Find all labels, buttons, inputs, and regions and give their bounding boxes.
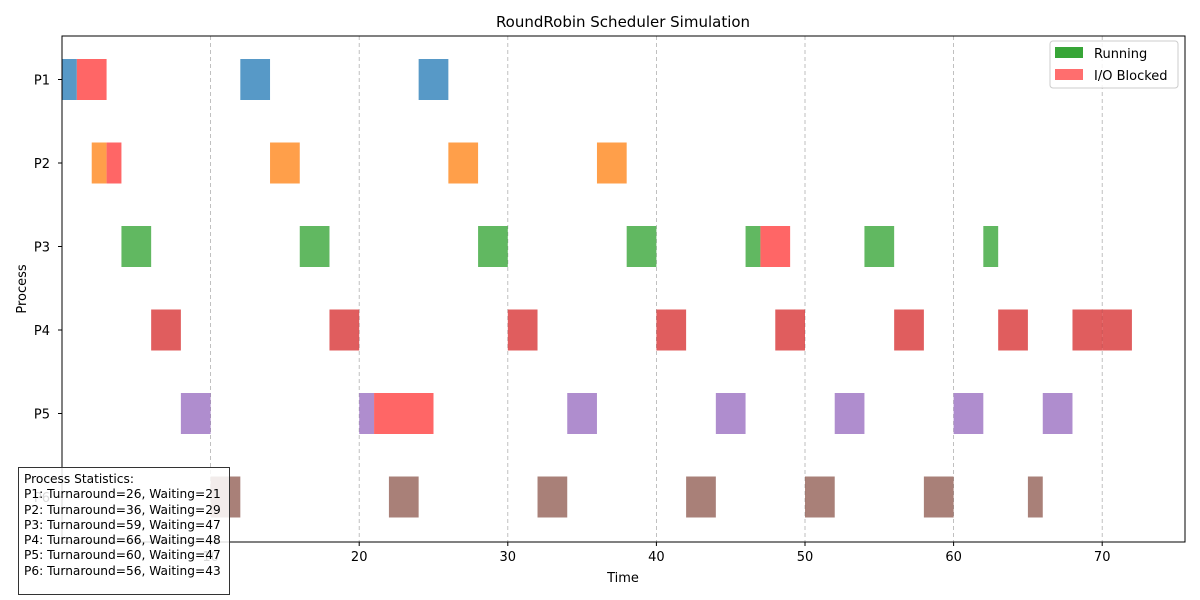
p3-running-bar-0 xyxy=(121,226,152,267)
p4-running-bar-4 xyxy=(775,309,805,351)
p4-running-bar-6 xyxy=(998,309,1028,351)
stats-line-p6: P6: Turnaround=56, Waiting=43 xyxy=(24,563,221,578)
y-tick-label-p4: P4 xyxy=(34,324,50,339)
x-axis-label: Time xyxy=(606,571,639,586)
legend-label-blocked: I/O Blocked xyxy=(1094,69,1168,84)
p4-running-bar-0 xyxy=(151,309,181,351)
p3-running-bar-3 xyxy=(626,226,657,267)
p4-running-bar-3 xyxy=(656,309,687,351)
p6-running-bar-2 xyxy=(537,476,568,518)
p1-running-bar-1 xyxy=(240,59,271,100)
p5-running-bar-1 xyxy=(359,393,375,434)
p4-running-bar-5 xyxy=(894,309,924,351)
plot-frame xyxy=(61,35,1186,543)
p4-running-bar-1 xyxy=(329,309,360,351)
x-tick-label-30: 30 xyxy=(500,550,517,565)
p5-running-bar-6 xyxy=(1042,393,1073,434)
p2-running-bar-2 xyxy=(448,142,479,184)
x-tick-label-20: 20 xyxy=(351,550,368,565)
y-axis-ticks: P1P2P3P4P5P6 xyxy=(34,74,62,506)
p5-running-bar-3 xyxy=(715,393,746,434)
stats-line-p4: P4: Turnaround=66, Waiting=48 xyxy=(24,533,221,548)
x-tick-label-70: 70 xyxy=(1094,550,1111,565)
p2-running-bar-0 xyxy=(91,142,107,184)
p6-running-bar-5 xyxy=(923,476,954,518)
stats-line-p5: P5: Turnaround=60, Waiting=47 xyxy=(24,548,221,563)
p4-running-bar-2 xyxy=(507,309,538,351)
p1-running-bar-2 xyxy=(418,59,449,100)
p3-running-bar-5 xyxy=(864,226,895,267)
chart-title: RoundRobin Scheduler Simulation xyxy=(496,13,750,31)
p3-running-bar-4 xyxy=(745,226,761,267)
p6-running-bar-1 xyxy=(388,476,419,518)
legend-label-running: Running xyxy=(1094,47,1147,62)
p2-running-bar-3 xyxy=(596,142,627,184)
p6-running-bar-3 xyxy=(686,476,716,518)
stats-line-p3: P3: Turnaround=59, Waiting=47 xyxy=(24,517,221,532)
p5-running-bar-0 xyxy=(180,393,211,434)
y-tick-label-p5: P5 xyxy=(34,408,50,423)
p5-io-blocked-bar-0 xyxy=(374,393,434,434)
stats-line-p1: P1: Turnaround=26, Waiting=21 xyxy=(24,487,221,502)
y-tick-label-p1: P1 xyxy=(34,74,50,89)
x-tick-label-60: 60 xyxy=(945,550,962,565)
legend-swatch-running xyxy=(1055,47,1083,58)
y-tick-label-p2: P2 xyxy=(34,157,50,172)
p4-running-bar-8 xyxy=(1102,309,1132,351)
p4-running-bar-7 xyxy=(1072,309,1103,351)
grid-lines xyxy=(210,36,1103,542)
p1-running-bar-0 xyxy=(62,59,77,100)
y-axis-label: Process xyxy=(15,264,30,314)
p3-running-bar-6 xyxy=(983,226,999,267)
stats-heading: Process Statistics: xyxy=(24,472,134,486)
p2-running-bar-1 xyxy=(270,142,300,184)
p6-running-bar-6 xyxy=(1027,476,1043,518)
p3-running-bar-1 xyxy=(299,226,330,267)
p3-io-blocked-bar-0 xyxy=(760,226,791,267)
legend: Running I/O Blocked xyxy=(1049,40,1179,89)
x-axis-ticks: 10203040506070 xyxy=(202,542,1110,565)
legend-swatch-blocked xyxy=(1055,69,1083,80)
x-tick-label-40: 40 xyxy=(648,550,665,565)
x-tick-label-50: 50 xyxy=(797,550,814,565)
y-tick-label-p3: P3 xyxy=(34,241,50,256)
bars xyxy=(62,59,1132,518)
p5-running-bar-4 xyxy=(834,393,865,434)
p5-running-bar-5 xyxy=(953,393,984,434)
p5-running-bar-2 xyxy=(567,393,597,434)
p6-running-bar-4 xyxy=(805,476,835,518)
stats-line-p2: P2: Turnaround=36, Waiting=29 xyxy=(24,502,221,517)
p2-io-blocked-bar-0 xyxy=(106,142,122,184)
process-statistics-box: Process Statistics: P1: Turnaround=26, W… xyxy=(18,467,230,595)
p3-running-bar-2 xyxy=(478,226,508,267)
p1-io-blocked-bar-0 xyxy=(76,59,107,100)
